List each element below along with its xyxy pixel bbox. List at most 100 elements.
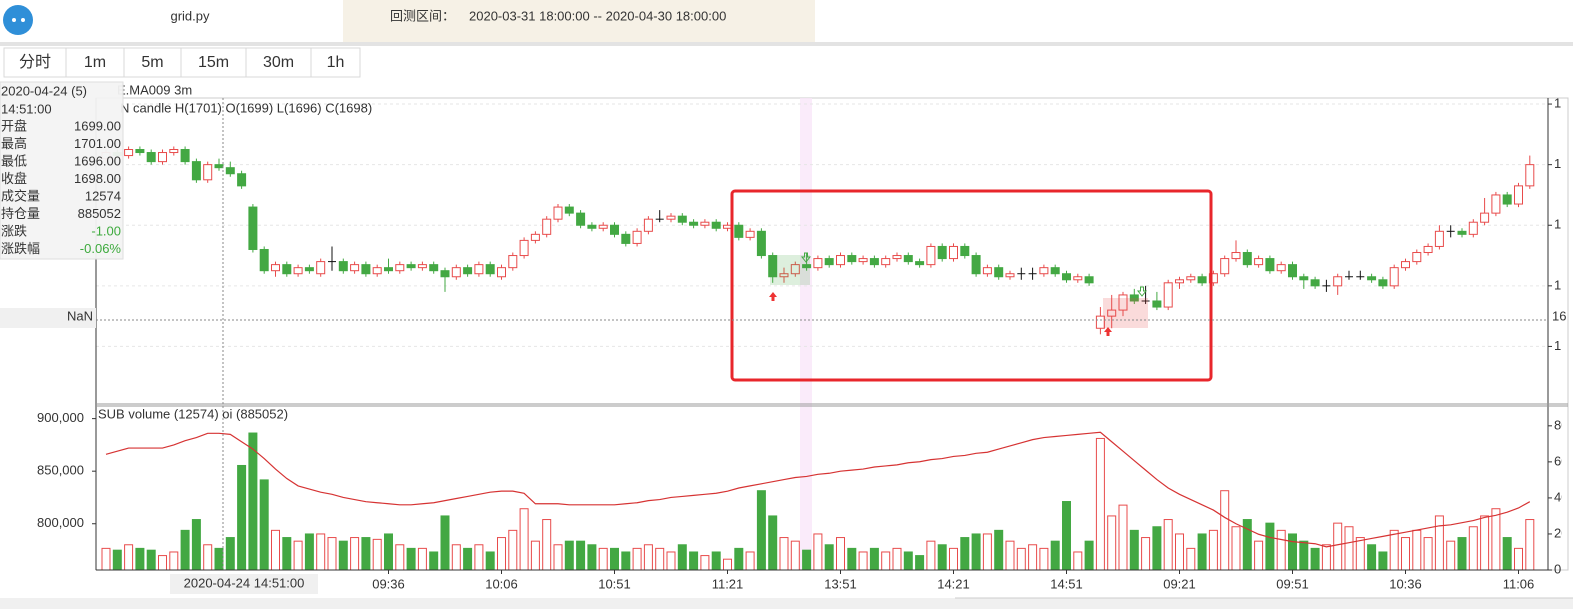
x-tick-label: 11:06 — [1503, 576, 1535, 591]
volume-bar — [1152, 526, 1162, 571]
period-tab[interactable]: 15m — [180, 47, 247, 78]
candle-body — [836, 255, 845, 266]
candle-body — [1095, 315, 1105, 329]
volume-bar — [248, 432, 258, 571]
candle-body — [395, 264, 405, 272]
candle-body — [723, 224, 732, 229]
volume-bar — [734, 547, 744, 571]
period-tab[interactable]: 1h — [310, 47, 361, 78]
candle-body — [1152, 300, 1162, 308]
period-tab[interactable]: 分时 — [3, 47, 67, 78]
volume-bar — [237, 464, 247, 571]
y-tick-label: 1,740 — [1554, 156, 1573, 171]
candle-body — [587, 224, 597, 229]
candle-body — [802, 264, 812, 269]
range: 2020-03-31 18:00:00 -- 2020-04-30 18:00:… — [469, 8, 726, 23]
range-box — [343, 0, 815, 42]
candle-body — [1084, 276, 1094, 284]
info-panel: 2020-04-24 (5) 14:51:00 开盘 1699.00 最高 1701.… — [0, 81, 124, 260]
candle-body — [903, 255, 913, 263]
header-divider — [0, 42, 1573, 46]
info-time: 14:51:00 — [1, 101, 52, 116]
candle-body — [926, 245, 936, 266]
x-tick-label: 09:51 — [1276, 576, 1309, 591]
volume-bar — [350, 537, 360, 571]
marks — [96, 103, 1548, 571]
candle-body — [124, 149, 134, 157]
volume-bar — [1276, 529, 1286, 571]
candle-body — [372, 267, 382, 275]
logo[interactable] — [3, 5, 33, 35]
y-tick-label: 1,700 — [1554, 277, 1573, 292]
candle-body — [1039, 267, 1049, 275]
period-tab[interactable]: 1m — [65, 47, 125, 78]
candle-body — [282, 264, 292, 275]
info-label: 收盘 — [1, 171, 27, 186]
volume-bar — [621, 551, 631, 571]
file-name: grid.py — [170, 8, 210, 23]
candle-body — [1299, 276, 1309, 281]
candle-body — [1423, 245, 1433, 254]
candle-body — [1231, 252, 1241, 260]
volume-bar — [1118, 504, 1128, 571]
candle-body — [960, 245, 970, 257]
volume-bar — [225, 537, 235, 571]
x-tick-label: 09:36 — [372, 576, 405, 591]
candle-body — [350, 264, 360, 272]
volume-bar — [1446, 540, 1456, 571]
oi-tick-label: 800,000 — [37, 515, 84, 530]
info-label: 成交量 — [1, 188, 40, 203]
candle-body — [1186, 276, 1196, 281]
candle-body — [1005, 273, 1015, 278]
volume-bar — [1050, 540, 1060, 571]
candle-body — [1412, 252, 1422, 263]
volume-bar — [429, 551, 439, 571]
tab-box — [310, 47, 361, 78]
volume-bar — [1344, 526, 1354, 571]
candle-body — [756, 230, 766, 257]
candle-body — [1401, 261, 1410, 269]
volume-bar — [723, 558, 732, 571]
candle-body — [451, 267, 461, 278]
volume-bar — [1039, 547, 1049, 571]
volume-bar — [1208, 529, 1218, 571]
y2-tick-label: 40,000 — [1554, 489, 1573, 504]
candle-body — [384, 267, 393, 272]
candle-body — [666, 215, 676, 220]
y2-tick-label: 20,000 — [1554, 525, 1573, 540]
candle-body — [1220, 258, 1230, 275]
period-tab[interactable]: 30m — [245, 47, 312, 78]
tab-box — [3, 47, 67, 78]
candle-body — [564, 206, 574, 214]
volume-bar — [937, 544, 947, 571]
volume-bar — [994, 529, 1004, 571]
candle-body — [1050, 267, 1060, 275]
candle-body — [689, 221, 699, 226]
period-tab[interactable]: 5m — [123, 47, 182, 78]
info-value: -1.00 — [91, 223, 121, 238]
candle-body — [463, 267, 473, 275]
candle-body — [971, 255, 981, 275]
annotation-box — [730, 189, 1213, 382]
volume-bar — [1491, 508, 1501, 571]
volume-bar — [1355, 537, 1365, 571]
volume-bar — [497, 537, 506, 571]
volume-bar — [1107, 515, 1117, 571]
volume-bar — [214, 547, 224, 571]
volume-bar — [915, 555, 925, 571]
y-tick-label: 1,760 — [1554, 95, 1573, 110]
volume-bar — [1016, 547, 1026, 571]
candle-body — [937, 245, 947, 260]
candle-body — [610, 224, 619, 235]
x-tick-label: 14:51 — [1050, 576, 1083, 591]
volume-bar — [1525, 519, 1535, 571]
volume-bar — [203, 544, 213, 571]
tab-label: 15m — [198, 54, 229, 71]
candle-body — [361, 264, 371, 275]
candle-body — [519, 239, 529, 257]
volume-bar — [1186, 547, 1196, 571]
candle-body — [1073, 276, 1083, 281]
volume-bar — [689, 551, 699, 571]
info-value: 1701.00 — [74, 136, 121, 151]
